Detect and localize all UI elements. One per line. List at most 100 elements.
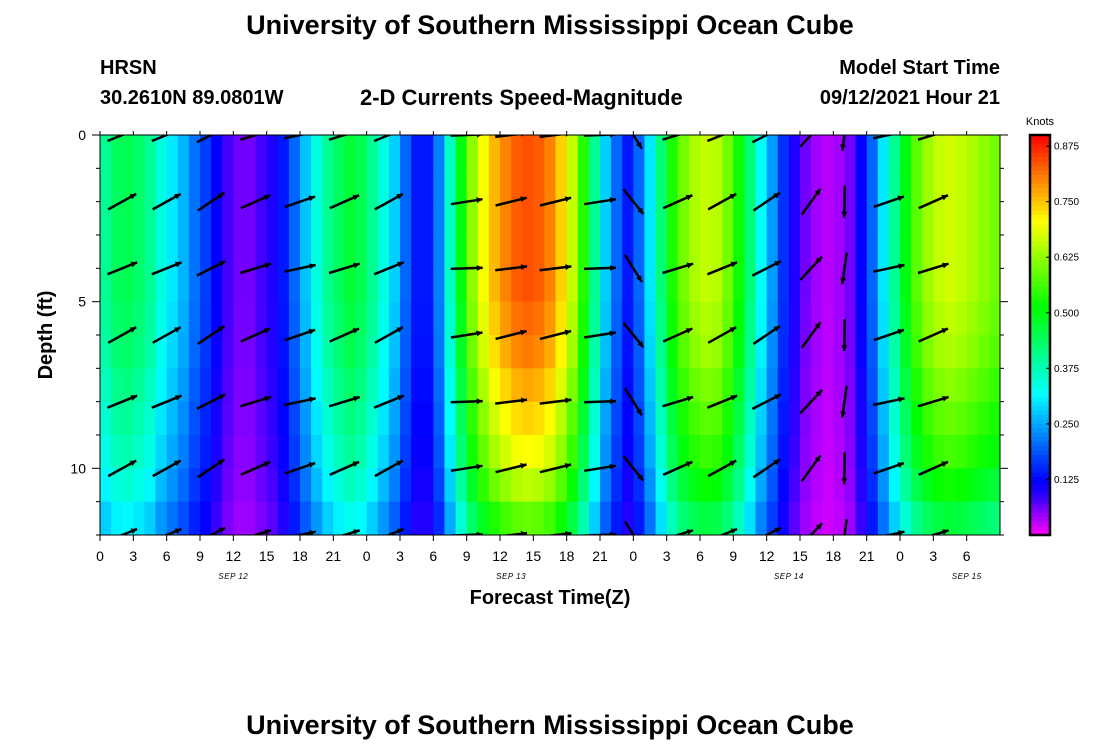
- colorbar-legend: Knots 0.875 0.750 0.625 0.500 0.375 0.250 0.125: [1026, 116, 1079, 537]
- heatmap-cell: [588, 335, 601, 369]
- heatmap-cell: [811, 368, 823, 403]
- heatmap-cell: [911, 501, 923, 535]
- heatmap-cell: [222, 335, 234, 369]
- heatmap-cell: [722, 435, 734, 469]
- heatmap-cell: [855, 168, 868, 203]
- heatmap-cell: [733, 401, 746, 436]
- heatmap-cell: [655, 335, 668, 369]
- colorbar-swatch: [1030, 375, 1050, 381]
- heatmap-cell: [577, 135, 590, 169]
- heatmap-cell: [255, 168, 268, 203]
- y-axis-label: Depth (ft): [35, 291, 57, 380]
- heatmap-cell: [211, 301, 223, 336]
- heatmap-cell: [444, 168, 457, 203]
- heatmap-cell: [177, 368, 190, 403]
- heatmap-cell: [355, 301, 368, 336]
- heatmap-cell: [266, 435, 279, 469]
- heatmap-cell: [544, 435, 557, 469]
- heatmap-cell: [611, 168, 623, 203]
- station-coordinates: 30.2610N 89.0801W: [100, 87, 284, 109]
- heatmap-cell: [422, 135, 434, 169]
- heatmap-cell: [366, 501, 379, 535]
- current-vector-arrow: [450, 398, 483, 405]
- heatmap-cell: [600, 468, 612, 503]
- heatmap-cell: [933, 301, 946, 336]
- heatmap-cell: [533, 168, 546, 203]
- heatmap-cell: [811, 268, 823, 303]
- heatmap-cell: [155, 501, 168, 535]
- heatmap-cell: [822, 401, 834, 436]
- heatmap-cell: [222, 401, 234, 436]
- heatmap-cell: [988, 268, 1000, 303]
- heatmap-cell: [866, 468, 879, 503]
- heatmap-cell: [877, 335, 890, 369]
- heatmap-cell: [233, 135, 246, 169]
- heatmap-cell: [611, 135, 623, 169]
- heatmap-cell: [533, 268, 546, 303]
- heatmap-cell: [455, 435, 468, 469]
- heatmap-cell: [144, 135, 157, 169]
- heatmap-cell: [100, 368, 112, 403]
- heatmap-cell: [766, 201, 779, 236]
- colorbar-swatch: [1030, 215, 1050, 221]
- x-tick-label: 9: [463, 548, 471, 564]
- heatmap-cell: [166, 401, 179, 436]
- colorbar-swatch: [1030, 206, 1050, 212]
- heatmap-cell: [733, 335, 746, 369]
- heatmap-cell: [300, 301, 312, 336]
- heatmap-cell: [866, 235, 879, 269]
- heatmap-cell: [522, 268, 534, 303]
- heatmap-cell: [522, 335, 534, 369]
- heatmap-cell: [111, 301, 123, 336]
- heatmap-cell: [522, 235, 534, 269]
- heatmap-cell: [988, 168, 1000, 203]
- heatmap-cell: [544, 335, 557, 369]
- heatmap-cell: [766, 335, 779, 369]
- heatmap-cell: [733, 501, 746, 535]
- heatmap-cell: [633, 335, 646, 369]
- heatmap-cell: [777, 368, 790, 403]
- colorbar-swatch: [1030, 330, 1050, 336]
- colorbar-swatch: [1030, 450, 1050, 456]
- heatmap-cell: [977, 268, 990, 303]
- heatmap-cell: [500, 235, 512, 269]
- heatmap-cell: [177, 135, 190, 169]
- heatmap-cell: [388, 301, 401, 336]
- heatmap-cell: [544, 235, 557, 269]
- current-vector-arrow: [500, 530, 528, 535]
- heatmap-cell: [666, 468, 679, 503]
- heatmap-cell: [277, 201, 290, 236]
- heatmap-cell: [122, 301, 134, 336]
- heatmap-cell: [311, 201, 323, 236]
- heatmap-cell: [933, 468, 946, 503]
- heatmap-cell: [522, 168, 534, 203]
- colorbar-swatch: [1030, 348, 1050, 354]
- current-vector-arrow: [340, 529, 361, 535]
- colorbar-swatch: [1030, 517, 1050, 523]
- heatmap-cell: [244, 168, 257, 203]
- heatmap-cell: [911, 401, 923, 436]
- heatmap-cell: [188, 501, 201, 535]
- heatmap-cell: [211, 501, 223, 535]
- x-date-label: SEP 14: [774, 572, 804, 581]
- heatmap-cell: [144, 368, 157, 403]
- heatmap-cell: [622, 268, 634, 303]
- heatmap-cell: [244, 135, 257, 169]
- heatmap-cell: [677, 368, 690, 403]
- heatmap-cell: [644, 435, 657, 469]
- heatmap-cell: [977, 235, 990, 269]
- heatmap-cell: [800, 435, 812, 469]
- heatmap-cell: [744, 468, 757, 503]
- heatmap-cell: [477, 435, 490, 469]
- heatmap-cell: [300, 501, 312, 535]
- heatmap-cell: [522, 468, 534, 503]
- heatmap-cell: [911, 268, 923, 303]
- heatmap-cell: [288, 168, 301, 203]
- heatmap-cell: [933, 201, 946, 236]
- heatmap-cell: [322, 201, 334, 236]
- colorbar-swatch: [1030, 157, 1050, 163]
- heatmap-cell: [711, 235, 723, 269]
- heatmap-cell: [444, 235, 457, 269]
- heatmap-cell: [344, 335, 357, 369]
- heatmap-cell: [311, 435, 323, 469]
